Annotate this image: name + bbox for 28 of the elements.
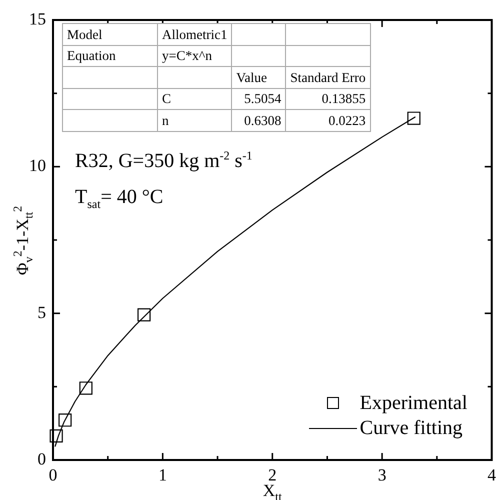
annotation: 5.5054	[232, 88, 286, 110]
annotation: Value	[232, 66, 286, 88]
annotation: 0.13855	[286, 88, 370, 110]
x-tick-label: 3	[378, 466, 386, 485]
annotation: T$_{sat}$= 40 °C	[75, 186, 164, 211]
annotation: C	[158, 88, 232, 110]
point	[58, 414, 72, 427]
annotation: Equation	[62, 45, 158, 66]
annotation: Model	[62, 24, 158, 45]
point	[79, 382, 92, 395]
x-tick-label: 1	[158, 466, 167, 485]
y-tick-label: 10	[29, 156, 46, 176]
annotation: 0.0223	[286, 110, 370, 131]
point	[407, 112, 420, 125]
annotation: Allometric1	[158, 24, 232, 45]
annotation: 0.6308	[232, 110, 286, 131]
point	[50, 429, 63, 443]
annotation: R32, G=350 kg m$^{-2}$ s$^{-1}$	[75, 148, 252, 172]
legend-label: Curve fitting	[360, 416, 463, 438]
y-tick-label: 5	[38, 302, 46, 322]
legend-label: Experimental	[360, 392, 468, 414]
annotation: n	[158, 110, 232, 131]
point	[137, 308, 151, 322]
annotation: Standard Erro	[286, 66, 370, 88]
x-tick-label: 4	[488, 466, 496, 485]
y-tick-label: 0	[38, 449, 46, 468]
y-tick-label: 15	[29, 9, 46, 28]
annotation: y=C*x^n	[158, 45, 232, 66]
